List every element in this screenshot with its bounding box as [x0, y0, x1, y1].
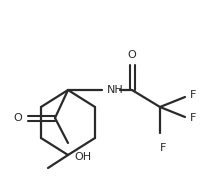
Text: F: F	[190, 90, 196, 100]
Text: NH: NH	[107, 85, 124, 95]
Text: F: F	[160, 143, 166, 153]
Text: O: O	[14, 113, 22, 123]
Text: F: F	[190, 113, 196, 123]
Text: OH: OH	[74, 152, 91, 162]
Text: O: O	[128, 50, 136, 60]
